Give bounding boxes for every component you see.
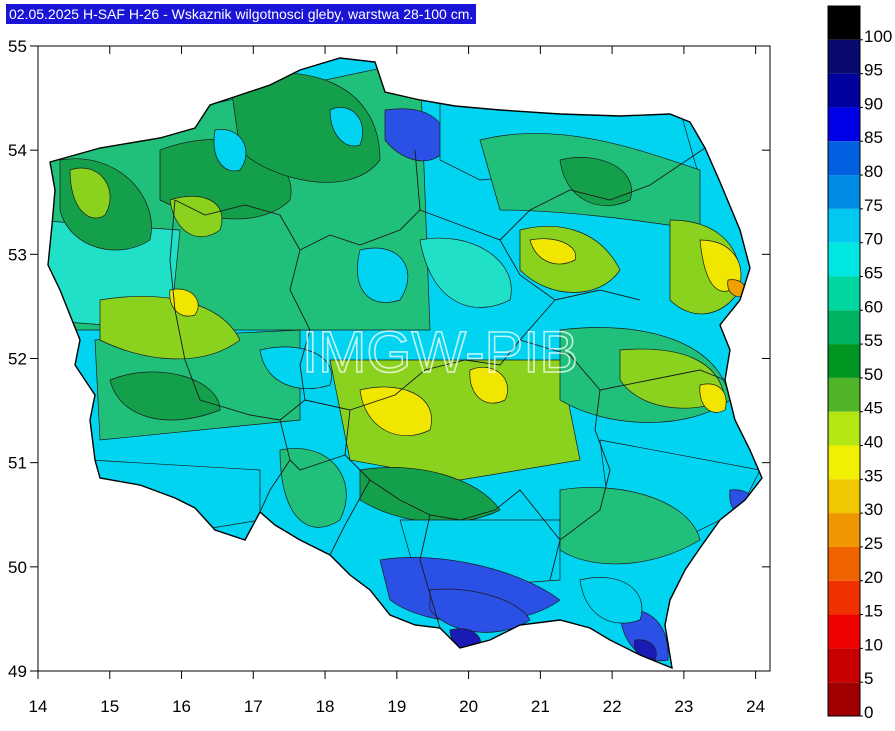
x-tick-label: 18 (316, 697, 335, 716)
scale-label: 95 (864, 61, 883, 80)
scale-label: 10 (864, 635, 883, 654)
scale-label: 70 (864, 230, 883, 249)
map-title: 02.05.2025 H-SAF H-26 - Wskaznik wilgotn… (6, 4, 477, 24)
scale-label: 75 (864, 196, 883, 215)
x-tick-label: 21 (531, 697, 550, 716)
scale-swatch (828, 141, 860, 176)
x-tick-label: 17 (244, 697, 263, 716)
scale-label: 45 (864, 399, 883, 418)
moisture-zones (48, 59, 761, 662)
scale-label: 55 (864, 331, 883, 350)
x-axis-labels: 14 15 16 17 18 19 20 21 22 23 24 (29, 697, 766, 716)
moisture-zone-darkgreen (109, 371, 221, 421)
province-borders (169, 147, 726, 629)
scale-label: 0 (864, 703, 873, 722)
scale-label: 20 (864, 568, 883, 587)
scale-label: 100 (864, 27, 892, 46)
scale-swatch (828, 682, 860, 716)
scale-swatch (828, 310, 860, 345)
scale-label: 35 (864, 466, 883, 485)
moisture-zone-yellow (359, 386, 432, 437)
scale-swatch (828, 479, 860, 514)
frame-ticks (30, 45, 770, 679)
moisture-zone-lime (169, 196, 223, 238)
scale-swatch (828, 276, 860, 311)
scale-swatch (828, 107, 860, 142)
moisture-zone-green (559, 487, 701, 565)
scale-swatch (828, 377, 860, 412)
scale-label: 40 (864, 433, 883, 452)
scale-label: 90 (864, 94, 883, 113)
color-scale-legend: 1009590858075706560555045403530252015105… (827, 5, 892, 722)
y-axis-labels: 55 54 53 52 51 50 49 (8, 37, 27, 681)
scale-label: 65 (864, 263, 883, 282)
y-tick-label: 52 (8, 350, 27, 369)
x-tick-label: 24 (746, 697, 765, 716)
scale-swatch (828, 411, 860, 446)
moisture-zone-yellow (699, 383, 727, 413)
moisture-zone-cyan (213, 129, 247, 172)
scale-label: 50 (864, 365, 883, 384)
x-tick-label: 14 (29, 697, 48, 716)
scale-label: 25 (864, 534, 883, 553)
scale-label: 80 (864, 162, 883, 181)
moisture-zone-yellow (169, 288, 199, 317)
watermark: IMGW-PIB (302, 320, 578, 385)
moisture-zone-cyan (259, 346, 332, 389)
moisture-zone-yellow (469, 367, 508, 404)
scale-label: 85 (864, 128, 883, 147)
y-tick-label: 51 (8, 454, 27, 473)
scale-label: 60 (864, 297, 883, 316)
scale-swatch (828, 445, 860, 480)
scale-swatch (828, 175, 860, 209)
scale-label: 15 (864, 602, 883, 621)
moisture-zone-darkgreen (359, 467, 501, 523)
moisture-zone-green (279, 448, 347, 528)
x-tick-label: 19 (387, 697, 406, 716)
moisture-zone-darkgreen (559, 157, 632, 207)
scale-swatch (828, 546, 860, 581)
scale-swatch (828, 344, 860, 378)
scale-swatch (828, 614, 860, 649)
scale-swatch (828, 208, 860, 243)
scale-swatch (828, 6, 860, 40)
x-tick-label: 15 (100, 697, 119, 716)
scale-swatch (828, 73, 860, 108)
x-tick-label: 20 (459, 697, 478, 716)
moisture-zone-lime (69, 167, 111, 219)
scale-swatch (828, 580, 860, 615)
x-tick-label: 22 (603, 697, 622, 716)
scale-swatch (828, 242, 860, 277)
scale-label: 30 (864, 500, 883, 519)
y-tick-label: 53 (8, 245, 27, 264)
moisture-zone-cyan (329, 107, 363, 147)
moisture-zone-cyan (579, 577, 643, 624)
moisture-zone-teal (419, 237, 512, 308)
scale-swatch (828, 39, 860, 74)
moisture-zone-cyan (357, 247, 409, 303)
moisture-zone-yellow (529, 238, 576, 265)
scale-swatch (828, 513, 860, 547)
scale-frame (827, 5, 861, 717)
y-tick-label: 54 (8, 141, 27, 160)
moisture-zone-lime (99, 296, 241, 360)
scale-swatch (828, 648, 860, 683)
y-tick-label: 55 (8, 37, 27, 56)
moisture-zone-blue (429, 588, 531, 633)
y-tick-label: 50 (8, 558, 27, 577)
scale-label: 5 (864, 669, 873, 688)
x-tick-label: 16 (172, 697, 191, 716)
x-tick-label: 23 (674, 697, 693, 716)
y-tick-label: 49 (8, 662, 27, 681)
